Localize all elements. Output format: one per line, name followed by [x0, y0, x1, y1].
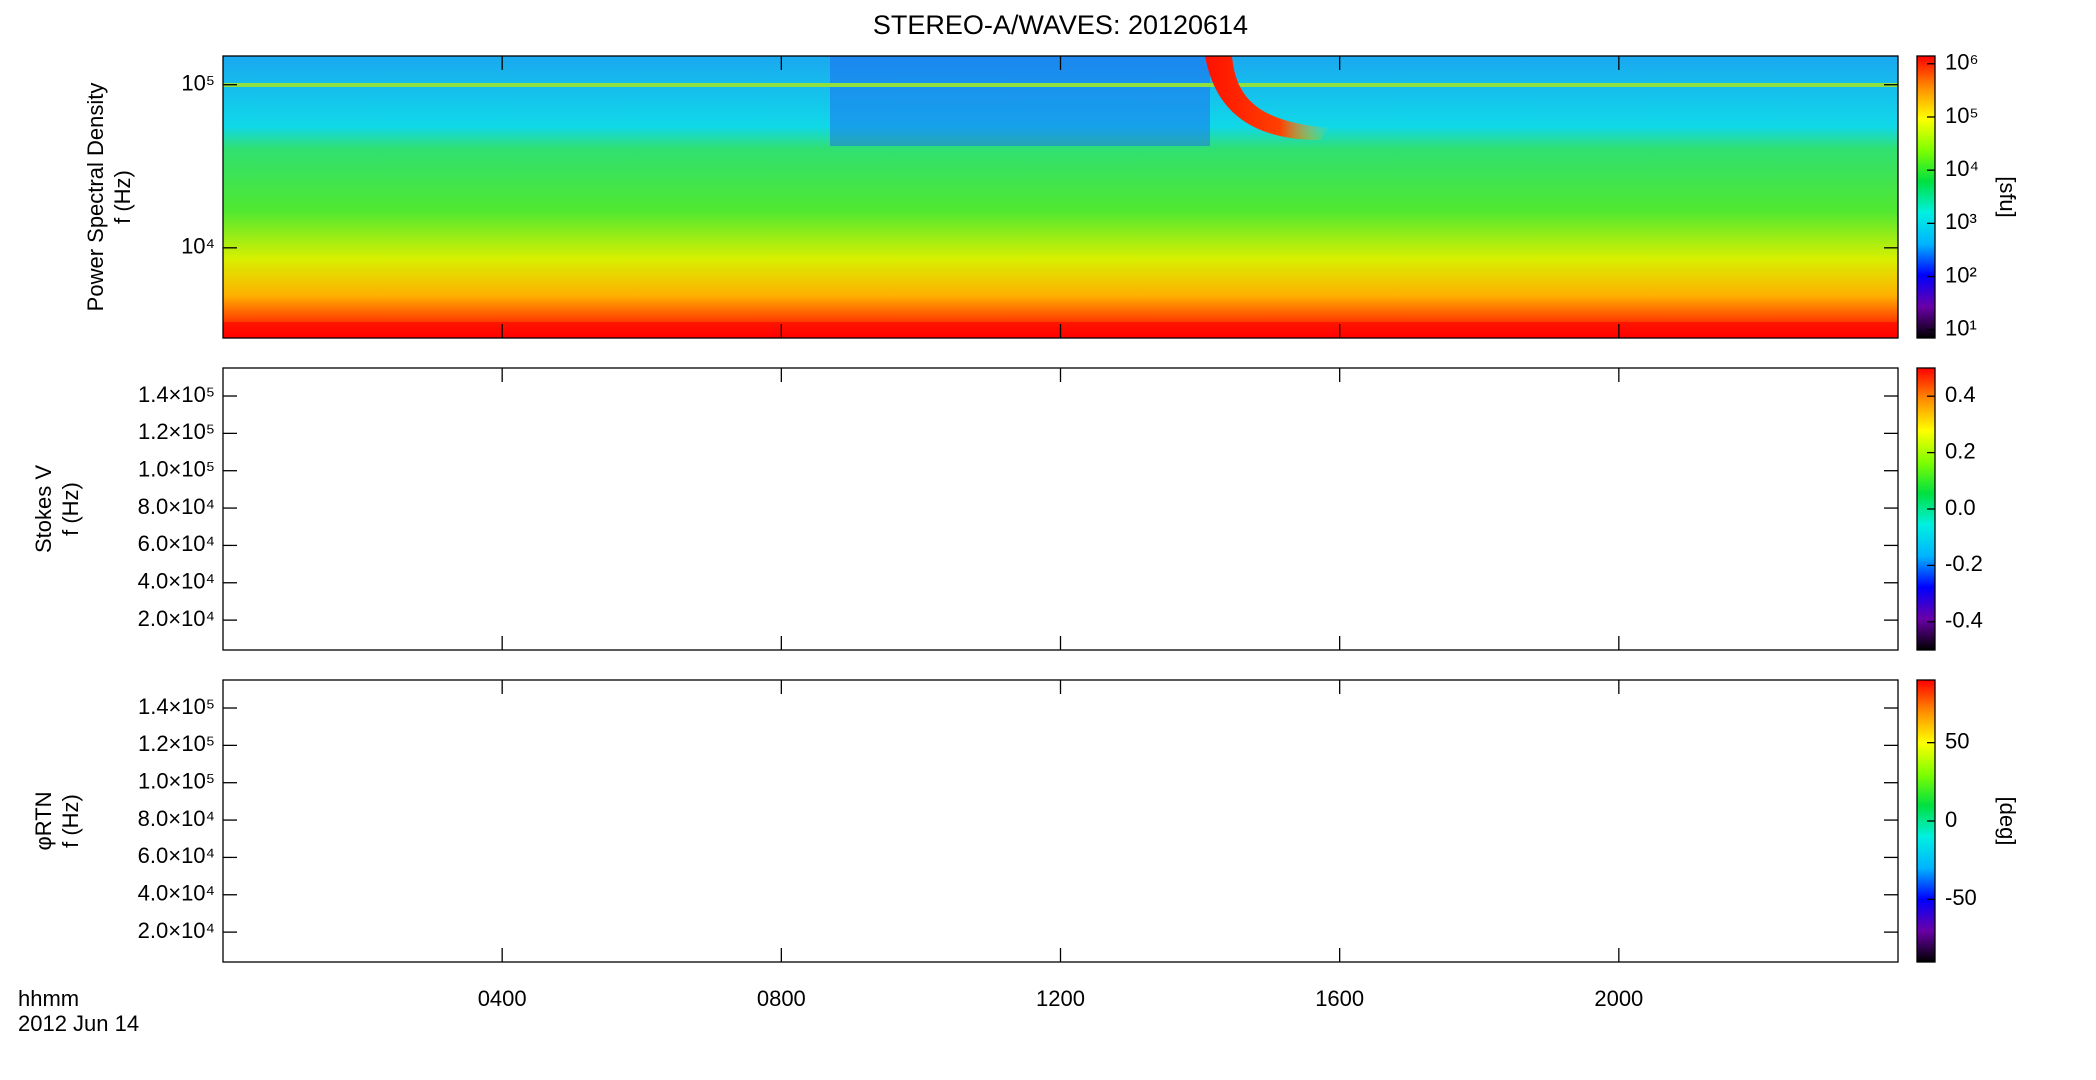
x-axis-label: hhmm: [18, 986, 79, 1011]
x-tick-label: 0800: [757, 986, 806, 1011]
y-tick-label: 6.0×10⁴: [138, 531, 215, 556]
y-axis-label: φRTN: [31, 791, 56, 850]
y-tick-label: 2.0×10⁴: [138, 918, 215, 943]
plot-frame: [222, 367, 1899, 651]
y-tick-label: 4.0×10⁴: [138, 569, 215, 594]
x-tick-label: 1200: [1036, 986, 1085, 1011]
colorbar-tick-label: 0.4: [1945, 382, 1976, 407]
colorbar-tick-label: 10²: [1945, 262, 1977, 287]
colorbar-label: [deg]: [1995, 797, 2020, 846]
chart-title: STEREO-A/WAVES: 20120614: [873, 10, 1248, 40]
colorbar-tick-label: 50: [1945, 728, 1969, 753]
y-tick-label: 1.4×10⁵: [138, 382, 215, 407]
y-axis-label: Power Spectral Density: [83, 83, 108, 312]
colorbar-tick-label: 10⁵: [1945, 103, 1979, 128]
x-tick-label: 2000: [1594, 986, 1643, 1011]
y-tick-label: 10⁴: [181, 234, 215, 259]
colorbar-tick-label: -0.4: [1945, 608, 1983, 633]
date-label: 2012 Jun 14: [18, 1011, 139, 1036]
y-axis-label: f (Hz): [58, 482, 83, 536]
colorbar-tick-label: 0: [1945, 807, 1957, 832]
y-axis-label: Stokes V: [31, 465, 56, 553]
y-tick-label: 1.0×10⁵: [138, 769, 215, 794]
x-tick-label: 1600: [1315, 986, 1364, 1011]
colorbar-label: [sfu]: [1995, 176, 2020, 218]
x-tick-label: 0400: [478, 986, 527, 1011]
colorbar-tick-label: 0.2: [1945, 438, 1976, 463]
colorbar-tick-label: -50: [1945, 885, 1977, 910]
colorbar-tick-label: 0.0: [1945, 495, 1976, 520]
y-tick-label: 1.2×10⁵: [138, 731, 215, 756]
y-tick-label: 10⁵: [181, 71, 215, 96]
y-tick-label: 1.0×10⁵: [138, 457, 215, 482]
colorbar-tick-label: 10⁶: [1945, 50, 1979, 75]
y-tick-label: 8.0×10⁴: [138, 494, 215, 519]
y-axis-label: f (Hz): [58, 794, 83, 848]
colorbar: [1916, 55, 1936, 339]
y-tick-label: 4.0×10⁴: [138, 881, 215, 906]
y-tick-label: 1.2×10⁵: [138, 419, 215, 444]
colorbar-tick-label: 10³: [1945, 209, 1977, 234]
y-axis-label: f (Hz): [110, 170, 135, 224]
y-tick-label: 2.0×10⁴: [138, 606, 215, 631]
colorbar-tick-label: -0.2: [1945, 551, 1983, 576]
colorbar-tick-label: 10¹: [1945, 316, 1977, 341]
y-tick-label: 6.0×10⁴: [138, 843, 215, 868]
plot-frame: [222, 679, 1899, 963]
spectrogram-image: [223, 56, 1898, 338]
y-tick-label: 1.4×10⁵: [138, 694, 215, 719]
colorbar-tick-label: 10⁴: [1945, 156, 1979, 181]
y-tick-label: 8.0×10⁴: [138, 806, 215, 831]
